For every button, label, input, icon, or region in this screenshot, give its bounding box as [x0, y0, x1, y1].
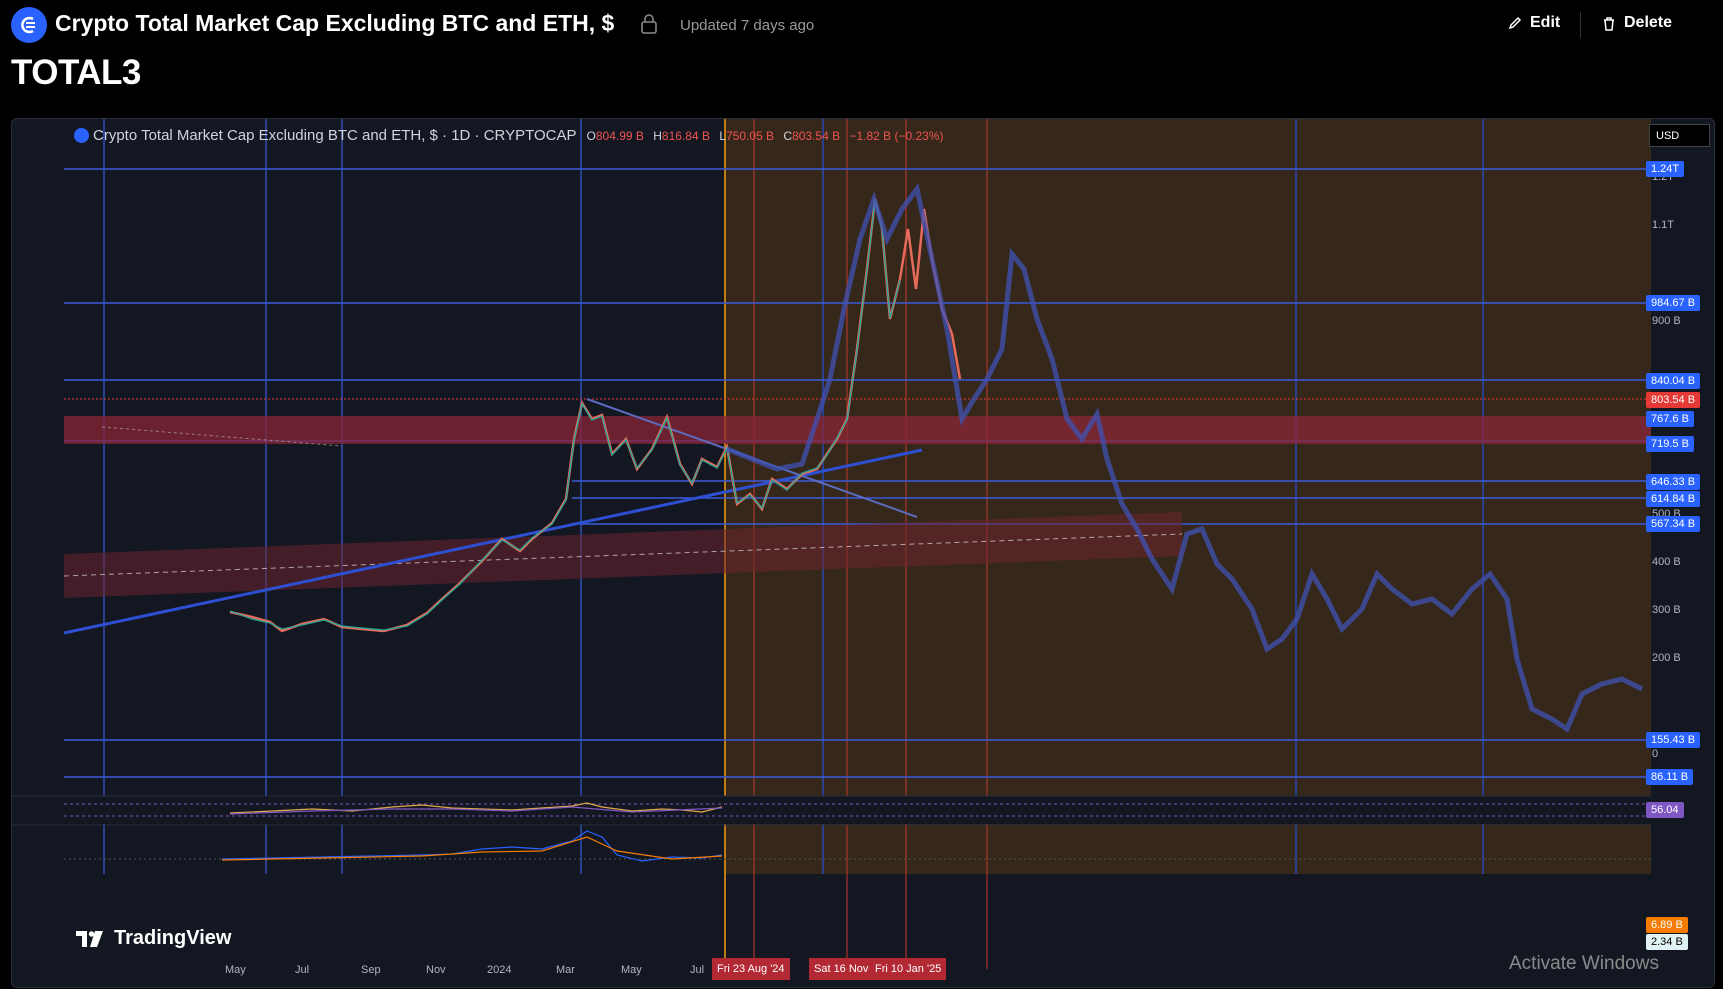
- price-level-tag[interactable]: 1.24T: [1646, 161, 1685, 177]
- projection-zone: [725, 119, 1651, 874]
- time-axis-label: Jul: [295, 964, 310, 976]
- price-axis-label: 300 B: [1652, 604, 1681, 616]
- time-axis-label: Sep: [361, 964, 381, 976]
- price-axis-label: 900 B: [1652, 315, 1681, 327]
- symbol-heading: TOTAL3: [11, 53, 141, 92]
- macd-value-tag: 6.89 B: [1646, 917, 1688, 933]
- app-logo-icon: [11, 7, 47, 43]
- price-level-tag[interactable]: 155.43 B: [1646, 732, 1701, 748]
- updated-timestamp: Updated 7 days ago: [680, 17, 815, 34]
- date-marker-tag: Fri 23 Aug '24: [712, 958, 790, 980]
- channel-midline: [63, 533, 1183, 577]
- price-level-tag[interactable]: 86.11 B: [1646, 769, 1694, 785]
- windows-activation-watermark: Activate Windows: [1509, 953, 1659, 974]
- support-trendline: [63, 448, 923, 635]
- tradingview-brand: TradingView: [114, 927, 232, 949]
- last-price-tag[interactable]: 803.54 B: [1646, 392, 1701, 408]
- chart-legend[interactable]: Crypto Total Market Cap Excluding BTC an…: [74, 127, 950, 144]
- price-level-tag[interactable]: 614.84 B: [1646, 491, 1701, 507]
- rsi-pane: [12, 796, 1651, 824]
- trash-icon: [1604, 16, 1614, 31]
- lock-icon: [640, 14, 658, 39]
- price-level-tag[interactable]: 719.5 B: [1646, 436, 1694, 452]
- time-axis-label: May: [225, 964, 246, 976]
- pencil-icon: [1508, 16, 1522, 30]
- price-level-tag[interactable]: 646.33 B: [1646, 474, 1701, 490]
- rsi-value-tag: 56.04: [1646, 802, 1684, 818]
- price-axis-label: 0: [1652, 748, 1659, 760]
- price-level-tag[interactable]: 984.67 B: [1646, 295, 1701, 311]
- resistance-zone: [64, 416, 1651, 444]
- time-axis-label: Nov: [426, 964, 446, 976]
- header-divider: [1580, 12, 1581, 38]
- header-bar: Crypto Total Market Cap Excluding BTC an…: [0, 0, 1723, 50]
- date-marker-tag: Fri 10 Jan '25: [870, 958, 947, 980]
- price-level-tag[interactable]: 567.34 B: [1646, 516, 1701, 532]
- edit-button[interactable]: Edit: [1508, 14, 1560, 32]
- tradingview-logo[interactable]: TradingView: [76, 927, 231, 950]
- chart-container[interactable]: Crypto Total Market Cap Excluding BTC an…: [11, 118, 1715, 988]
- price-axis-label: 200 B: [1652, 652, 1681, 664]
- legend-title: Crypto Total Market Cap Excluding BTC an…: [93, 127, 577, 144]
- chart-canvas[interactable]: [12, 119, 1714, 987]
- idea-title: Crypto Total Market Cap Excluding BTC an…: [55, 10, 615, 36]
- tradingview-logo-icon: [76, 930, 103, 947]
- price-level-tag[interactable]: 767.6 B: [1646, 411, 1694, 427]
- time-axis-label: Mar: [556, 964, 575, 976]
- delete-label: Delete: [1624, 14, 1673, 31]
- projection-path: [726, 183, 1644, 733]
- symbol-logo-icon: [74, 128, 89, 143]
- time-axis-label: 2024: [487, 964, 512, 976]
- price-axis-label: 1.1T: [1652, 219, 1675, 231]
- time-axis-label: May: [621, 964, 642, 976]
- price-level-tag[interactable]: 840.04 B: [1646, 373, 1701, 389]
- delete-button[interactable]: Delete: [1602, 14, 1672, 32]
- dotted-trend: [101, 426, 343, 447]
- currency-selector[interactable]: USD: [1649, 124, 1710, 147]
- macd-line: [221, 830, 723, 862]
- ohlc-values: O804.99 B H816.84 B L750.05 B C803.54 B …: [586, 128, 944, 143]
- macd-signal-tag: 2.34 B: [1646, 934, 1688, 950]
- cycle-lines: [103, 119, 1484, 874]
- price-axis-label: 400 B: [1652, 556, 1681, 568]
- price-history-green: [229, 199, 901, 631]
- edit-label: Edit: [1530, 14, 1561, 31]
- time-axis-label: Jul: [690, 964, 705, 976]
